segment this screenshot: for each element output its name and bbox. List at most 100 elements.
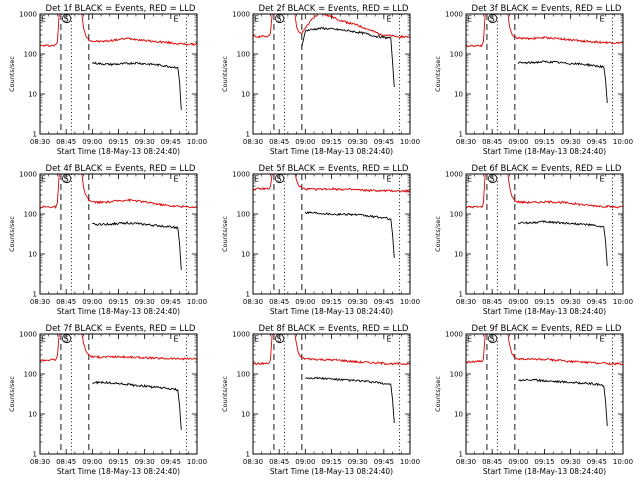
event-marker-label: E xyxy=(387,175,392,184)
y-axis-label: Counts/sec xyxy=(8,56,16,92)
panel-title: Det 4f BLACK = Events, RED = LLD xyxy=(46,164,196,174)
x-tick-label: 08:45 xyxy=(56,138,76,146)
event-marker-label: E xyxy=(387,15,392,24)
y-tick-label: 100 xyxy=(450,51,463,59)
y-tick-label: 1000 xyxy=(445,171,463,179)
x-tick-label: 08:45 xyxy=(269,298,289,306)
series-events-line xyxy=(517,220,608,267)
chart-panel-7: Det 7f BLACK = Events, RED = LLD Counts/s… xyxy=(8,324,207,476)
y-axis-label: Counts/sec xyxy=(8,216,16,252)
x-tick-label: 09:00 xyxy=(82,298,102,306)
event-marker-label: E xyxy=(41,335,46,344)
event-marker-label: S xyxy=(64,175,69,184)
marker-circle xyxy=(488,173,498,184)
panel-title: Det 3f BLACK = Events, RED = LLD xyxy=(472,4,622,14)
y-axis-label: Counts/sec xyxy=(434,56,442,92)
chart-panel-6: Det 6f BLACK = Events, RED = LLD Counts/s… xyxy=(434,164,633,316)
event-marker-label: S xyxy=(490,335,495,344)
x-tick-label: 10:00 xyxy=(187,298,207,306)
x-tick-label: 09:00 xyxy=(295,298,315,306)
x-tick-label: 09:30 xyxy=(348,138,368,146)
x-axis-label: Start Time (18-May-13 08:24:40) xyxy=(270,147,393,156)
x-tick-label: 09:45 xyxy=(161,458,181,466)
y-axis-label: Counts/sec xyxy=(434,376,442,412)
x-tick-label: 09:30 xyxy=(135,298,155,306)
y-tick-label: 1 xyxy=(459,131,463,139)
x-tick-label: 08:30 xyxy=(456,298,476,306)
marker-circle xyxy=(275,333,285,344)
x-tick-label: 09:45 xyxy=(587,458,607,466)
series-lld-line xyxy=(40,14,197,48)
series-lld-line xyxy=(466,334,623,366)
plot-frame xyxy=(252,13,411,135)
series-events-line xyxy=(91,61,182,110)
x-tick-label: 08:30 xyxy=(30,138,50,146)
event-marker-label: E xyxy=(600,335,605,344)
y-tick-label: 1000 xyxy=(19,171,37,179)
x-tick-label: 10:00 xyxy=(400,138,420,146)
chart-panel-8: Det 8f BLACK = Events, RED = LLD Counts/s… xyxy=(221,324,420,476)
event-marker-label: E xyxy=(254,335,259,344)
event-marker-label: E xyxy=(41,15,46,24)
y-tick-label: 100 xyxy=(237,211,250,219)
y-tick-label: 100 xyxy=(24,371,37,379)
x-tick-label: 08:30 xyxy=(243,458,263,466)
x-tick-label: 09:00 xyxy=(295,458,315,466)
series-lld-line xyxy=(466,174,623,209)
x-tick-label: 09:15 xyxy=(321,298,341,306)
y-tick-label: 100 xyxy=(237,371,250,379)
x-tick-label: 08:30 xyxy=(243,138,263,146)
event-marker-label: E xyxy=(41,175,46,184)
panel-title: Det 5f BLACK = Events, RED = LLD xyxy=(259,164,409,174)
event-marker-label: S xyxy=(490,15,495,24)
x-tick-label: 10:00 xyxy=(187,458,207,466)
x-tick-label: 10:00 xyxy=(613,298,633,306)
plot-frame xyxy=(465,13,624,135)
panel-title: Det 8f BLACK = Events, RED = LLD xyxy=(259,324,409,334)
x-tick-label: 09:00 xyxy=(508,298,528,306)
series-events-line xyxy=(304,211,395,258)
x-tick-label: 09:30 xyxy=(135,138,155,146)
x-axis-label: Start Time (18-May-13 08:24:40) xyxy=(57,467,180,476)
x-tick-label: 09:00 xyxy=(82,138,102,146)
plot-frame xyxy=(39,333,198,455)
marker-circle xyxy=(62,173,72,184)
x-tick-label: 09:15 xyxy=(534,298,554,306)
x-tick-label: 08:45 xyxy=(482,458,502,466)
x-tick-label: 09:45 xyxy=(374,138,394,146)
panel-title: Det 2f BLACK = Events, RED = LLD xyxy=(259,4,409,14)
y-tick-label: 1000 xyxy=(19,11,37,19)
x-tick-label: 08:30 xyxy=(30,458,50,466)
plot-frame xyxy=(252,173,411,295)
series-events-line xyxy=(92,380,182,430)
marker-circle xyxy=(488,13,498,24)
x-tick-label: 09:30 xyxy=(135,458,155,466)
series-lld-line xyxy=(466,14,623,48)
y-axis-label: Counts/sec xyxy=(221,216,229,252)
x-tick-label: 10:00 xyxy=(400,298,420,306)
marker-circle xyxy=(62,333,72,344)
y-tick-label: 1 xyxy=(33,451,37,459)
x-tick-label: 09:30 xyxy=(348,298,368,306)
x-tick-label: 09:30 xyxy=(561,298,581,306)
x-tick-label: 09:15 xyxy=(321,138,341,146)
x-tick-label: 09:15 xyxy=(534,138,554,146)
event-marker-label: S xyxy=(277,15,282,24)
x-tick-label: 09:00 xyxy=(295,138,315,146)
x-tick-label: 09:45 xyxy=(374,298,394,306)
x-tick-label: 09:30 xyxy=(348,458,368,466)
chart-panel-1: Det 1f BLACK = Events, RED = LLD Counts/s… xyxy=(8,4,207,156)
marker-circle xyxy=(275,173,285,184)
x-tick-label: 10:00 xyxy=(187,138,207,146)
event-marker-label: E xyxy=(600,15,605,24)
event-marker-label: E xyxy=(174,335,179,344)
marker-circle xyxy=(488,333,498,344)
series-lld-line xyxy=(40,334,197,362)
y-tick-label: 100 xyxy=(450,371,463,379)
plot-frame xyxy=(465,333,624,455)
y-tick-label: 1 xyxy=(33,291,37,299)
y-tick-label: 1000 xyxy=(445,11,463,19)
y-tick-label: 10 xyxy=(28,411,37,419)
